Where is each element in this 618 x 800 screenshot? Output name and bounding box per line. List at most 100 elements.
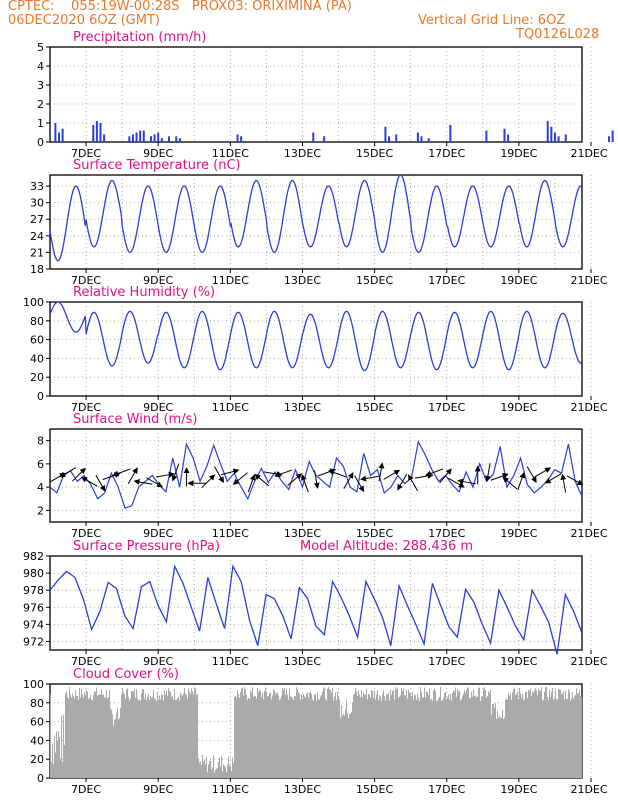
cloud-bar bbox=[291, 697, 293, 778]
cloud-bar bbox=[365, 694, 367, 778]
cloud-bar bbox=[360, 697, 362, 778]
cloud-bar bbox=[237, 690, 239, 778]
cloud-bar bbox=[194, 687, 196, 778]
cloud-bar bbox=[551, 691, 553, 778]
cloud-bar bbox=[389, 700, 391, 778]
x-tick-label: 11DEC bbox=[212, 783, 249, 796]
cloud-bar bbox=[277, 692, 279, 778]
x-tick-label: 9DEC bbox=[143, 274, 173, 287]
cloud-bar bbox=[409, 692, 411, 778]
cloud-bar bbox=[88, 699, 90, 778]
cloud-bar bbox=[380, 696, 382, 778]
x-tick-label: 21DEC bbox=[570, 147, 607, 160]
x-tick-label: 11DEC bbox=[212, 527, 249, 540]
cloud-bar bbox=[576, 688, 578, 778]
wind-arrow bbox=[457, 478, 476, 485]
cloud-bar bbox=[538, 688, 540, 778]
panel-title-cloud: Cloud Cover (%) bbox=[73, 667, 179, 682]
cloud-bar bbox=[196, 695, 198, 778]
cloud-bar bbox=[182, 695, 184, 778]
cloud-bar bbox=[264, 690, 266, 778]
y-tick-label: 20 bbox=[30, 371, 44, 384]
cloud-bar bbox=[275, 693, 277, 778]
header-date: 06DEC2020 6OZ (GMT) bbox=[8, 13, 160, 28]
cloud-bar bbox=[523, 699, 525, 778]
cloud-bar bbox=[93, 695, 95, 778]
x-tick-label: 17DEC bbox=[428, 274, 465, 287]
precip-bar bbox=[507, 134, 510, 142]
panel-frame bbox=[49, 301, 583, 397]
cloud-bar bbox=[62, 761, 64, 778]
cloud-bar bbox=[118, 719, 120, 778]
cloud-bar bbox=[229, 765, 231, 778]
wind-arrow bbox=[328, 469, 347, 478]
cloud-bar bbox=[260, 690, 262, 778]
cloud-bar bbox=[327, 689, 329, 778]
cloud-bar bbox=[342, 715, 344, 778]
cloud-bar bbox=[571, 698, 573, 778]
cloud-bar bbox=[507, 699, 509, 778]
y-tick-label: 80 bbox=[30, 697, 44, 710]
cloud-bar bbox=[366, 688, 368, 778]
cloud-bar bbox=[407, 698, 409, 778]
y-tick-label: 18 bbox=[30, 263, 44, 276]
cloud-bar bbox=[179, 700, 181, 778]
precip-bar bbox=[157, 132, 160, 142]
cloud-bar bbox=[344, 715, 346, 778]
cloud-bar bbox=[109, 690, 111, 778]
cloud-bar bbox=[186, 694, 188, 778]
wind-arrow bbox=[220, 468, 240, 476]
cloud-bar bbox=[216, 768, 218, 778]
cloud-bar bbox=[209, 760, 211, 778]
cloud-bar bbox=[364, 694, 366, 778]
cloud-bar bbox=[491, 714, 493, 778]
cloud-bar bbox=[250, 690, 252, 778]
cloud-bar bbox=[376, 694, 378, 778]
cloud-bar bbox=[483, 689, 485, 778]
cloud-bar bbox=[506, 698, 508, 778]
cloud-bar bbox=[60, 758, 62, 778]
cloud-bar bbox=[170, 691, 172, 778]
cloud-bar bbox=[140, 700, 142, 778]
cloud-bar bbox=[259, 689, 261, 778]
cloud-bar bbox=[76, 695, 78, 778]
cloud-bar bbox=[420, 687, 422, 778]
cloud-bar bbox=[202, 755, 204, 778]
precip-bar bbox=[546, 121, 549, 142]
cloud-bar bbox=[476, 697, 478, 778]
y-tick-label: 0 bbox=[37, 772, 44, 785]
cloud-bar bbox=[391, 694, 393, 778]
cloud-bar bbox=[296, 687, 298, 778]
cloud-bar bbox=[462, 696, 464, 778]
precip-bar bbox=[61, 128, 64, 142]
x-tick-label: 7DEC bbox=[71, 783, 101, 796]
cloud-bar bbox=[398, 697, 400, 778]
cloud-bar bbox=[98, 694, 100, 778]
cloud-bar bbox=[95, 691, 97, 778]
cloud-bar bbox=[157, 692, 159, 778]
cloud-bar bbox=[217, 767, 219, 778]
cloud-bar bbox=[233, 763, 235, 778]
cloud-bar bbox=[183, 693, 185, 778]
wind-arrow bbox=[287, 473, 303, 486]
cloud-bar bbox=[399, 696, 401, 778]
cloud-bar bbox=[416, 699, 418, 778]
cloud-bar bbox=[289, 688, 291, 778]
cloud-bar bbox=[130, 698, 132, 778]
cloud-bar bbox=[111, 710, 113, 778]
y-tick-label: 100 bbox=[23, 296, 44, 309]
cloud-bar bbox=[158, 699, 160, 778]
cloud-bar bbox=[559, 689, 561, 778]
cloud-bar bbox=[322, 691, 324, 778]
cloud-bar bbox=[319, 699, 321, 778]
cloud-bar bbox=[52, 743, 54, 778]
cloud-bar bbox=[515, 695, 517, 778]
cloud-bar bbox=[288, 699, 290, 778]
precip-bar bbox=[58, 132, 61, 142]
cloud-bar bbox=[347, 713, 349, 778]
y-tick-label: 21 bbox=[30, 246, 44, 259]
cloud-bar bbox=[84, 692, 86, 778]
cloud-bar bbox=[570, 700, 572, 778]
cloud-bar bbox=[558, 689, 560, 778]
cloud-bar bbox=[307, 692, 309, 778]
